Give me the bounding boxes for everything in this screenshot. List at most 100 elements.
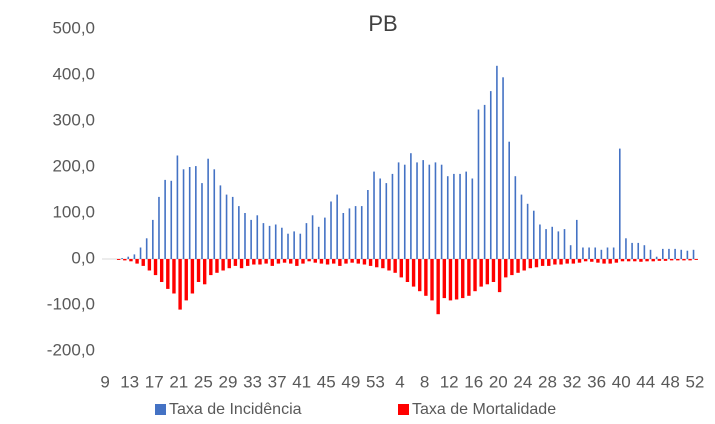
y-tick-label: 200,0 <box>52 156 95 175</box>
bar <box>663 259 668 261</box>
bar <box>411 259 416 287</box>
bar <box>502 77 504 259</box>
bar <box>477 109 480 259</box>
bar <box>508 141 510 259</box>
bar <box>176 155 179 259</box>
bar <box>387 259 391 271</box>
bar <box>553 259 557 265</box>
bar <box>244 213 246 259</box>
bar <box>465 171 467 259</box>
x-tick-label: 52 <box>685 372 704 391</box>
x-tick-label: 12 <box>440 372 459 391</box>
legend-label: Taxa de Mortalidade <box>412 401 556 418</box>
bar <box>379 178 381 259</box>
bar <box>692 249 695 259</box>
bar <box>190 259 195 294</box>
bar <box>336 194 338 259</box>
bar <box>133 254 136 259</box>
x-tick-label: 49 <box>341 372 360 391</box>
bar <box>575 219 578 259</box>
bar <box>405 259 410 282</box>
bar <box>602 259 606 264</box>
bar <box>368 259 373 266</box>
bar <box>453 173 455 259</box>
bar <box>172 259 176 294</box>
bar <box>209 259 213 276</box>
bar <box>121 258 123 259</box>
bar <box>496 65 498 259</box>
bar <box>403 164 406 259</box>
bar <box>694 259 698 260</box>
bar <box>626 259 631 262</box>
bar <box>680 249 683 259</box>
bar <box>442 259 447 299</box>
bar <box>686 250 689 259</box>
bar <box>645 259 649 262</box>
bar <box>393 259 397 273</box>
bar <box>416 162 418 259</box>
x-tick-label: 21 <box>169 372 188 391</box>
x-tick-label: 37 <box>268 372 287 391</box>
bar <box>356 259 360 264</box>
bar <box>360 206 363 259</box>
bar <box>135 259 139 264</box>
bar <box>391 173 394 259</box>
bar <box>332 259 336 264</box>
bar <box>350 259 354 263</box>
bar <box>299 233 302 259</box>
y-tick-label: 400,0 <box>52 64 95 83</box>
bar <box>504 259 508 278</box>
bar <box>325 259 330 265</box>
bar <box>489 91 492 259</box>
legend-label: Taxa de Incidência <box>169 401 302 418</box>
bar <box>662 248 664 259</box>
bar <box>514 176 517 259</box>
bar <box>245 259 250 266</box>
x-tick-label: 36 <box>587 372 606 391</box>
bar <box>276 259 281 264</box>
bar <box>319 259 324 264</box>
x-tick-label: 13 <box>120 372 139 391</box>
bar <box>510 259 514 276</box>
bar <box>565 259 569 264</box>
bar <box>147 259 152 271</box>
bar <box>354 206 357 259</box>
bar <box>539 224 541 259</box>
bar <box>399 259 403 278</box>
bar <box>373 171 375 259</box>
bar <box>184 259 188 301</box>
bar <box>141 259 145 266</box>
bar <box>182 169 185 259</box>
bar <box>459 173 461 259</box>
bar <box>569 245 572 259</box>
bar <box>330 201 332 259</box>
bar <box>301 259 305 264</box>
bar <box>215 259 219 273</box>
bar <box>188 167 191 259</box>
bar <box>434 162 437 259</box>
y-tick-label: 0,0 <box>71 248 95 267</box>
x-tick-label: 41 <box>292 372 311 391</box>
bar <box>674 248 676 259</box>
bar <box>428 164 431 259</box>
y-tick-label: 500,0 <box>52 18 95 37</box>
bar <box>467 259 471 296</box>
bar <box>311 215 314 259</box>
bar <box>440 164 443 259</box>
bar <box>268 225 271 259</box>
bar <box>307 259 311 262</box>
bar <box>196 259 201 282</box>
bar <box>166 259 170 289</box>
bar <box>238 206 240 259</box>
bar <box>201 183 203 259</box>
bar <box>270 259 274 266</box>
bar <box>516 259 520 273</box>
bar <box>127 256 130 259</box>
x-tick-label: 17 <box>145 372 164 391</box>
bar <box>600 249 603 259</box>
bar <box>473 259 477 292</box>
bar <box>158 196 160 259</box>
bar <box>219 185 222 259</box>
bar <box>287 233 289 259</box>
x-tick-label: 4 <box>395 372 404 391</box>
